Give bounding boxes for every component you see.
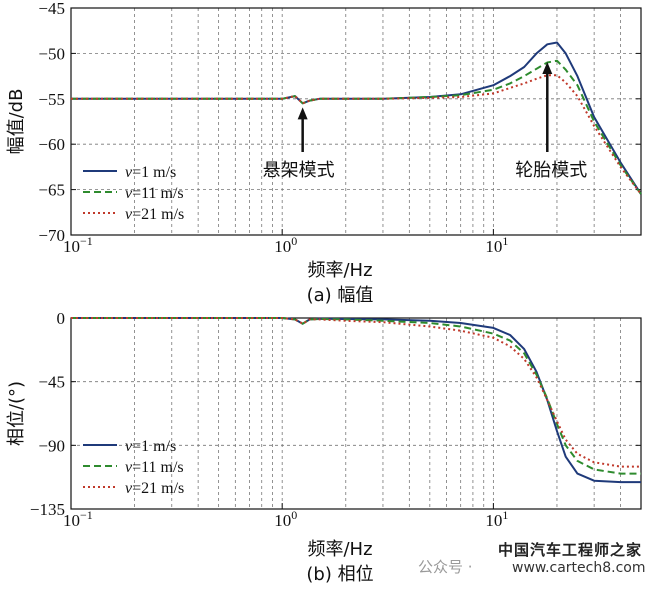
x-tick-label: 100 bbox=[274, 234, 297, 256]
watermark-url: www.cartech8.com bbox=[512, 560, 646, 576]
y-tick-label: −60 bbox=[38, 135, 65, 154]
legend-label: v=1 m/s bbox=[125, 164, 176, 181]
annotation-label: 悬架模式 bbox=[263, 160, 335, 181]
annotation-label: 轮胎模式 bbox=[515, 160, 587, 181]
watermark-brand: 中国汽车工程师之家 bbox=[498, 541, 643, 559]
panel-caption: (a) 幅值 bbox=[307, 285, 374, 306]
y-tick-label: −65 bbox=[38, 181, 65, 200]
series-line-1 bbox=[71, 41, 642, 195]
y-tick-label: −45 bbox=[38, 373, 65, 392]
legend-label: v=21 m/s bbox=[125, 206, 184, 223]
y-tick-label: 0 bbox=[57, 309, 66, 328]
x-tick-label: 101 bbox=[485, 508, 508, 530]
watermark-text: 公众号 · bbox=[418, 558, 473, 576]
y-axis-label: 幅值/dB bbox=[6, 89, 27, 155]
y-tick-label: −135 bbox=[30, 500, 65, 519]
series-line-1 bbox=[71, 317, 641, 484]
annotation-arrowhead bbox=[542, 61, 553, 74]
x-tick-label: 101 bbox=[485, 234, 508, 256]
x-axis-label: 频率/Hz bbox=[307, 539, 372, 560]
x-tick-label: 10−1 bbox=[63, 508, 93, 530]
x-tick-label: 100 bbox=[274, 508, 297, 530]
panel-caption: (b) 相位 bbox=[306, 564, 373, 585]
legend-label: v=1 m/s bbox=[125, 438, 176, 455]
annotation-arrowhead bbox=[297, 107, 308, 120]
series-line-2 bbox=[71, 59, 642, 195]
y-tick-label: −45 bbox=[38, 0, 65, 18]
x-axis-label: 频率/Hz bbox=[307, 260, 372, 281]
legend-label: v=21 m/s bbox=[125, 480, 184, 497]
series-line-2 bbox=[71, 317, 641, 475]
y-tick-label: −50 bbox=[38, 44, 65, 63]
plot-frame bbox=[70, 7, 642, 236]
legend-label: v=11 m/s bbox=[125, 185, 184, 202]
legend-label: v=11 m/s bbox=[125, 459, 184, 476]
y-tick-label: −90 bbox=[38, 436, 65, 455]
y-tick-label: −55 bbox=[38, 90, 65, 109]
y-axis-label: 相位/(°) bbox=[6, 381, 27, 446]
y-tick-label: −70 bbox=[38, 226, 65, 245]
x-tick-label: 10−1 bbox=[63, 234, 93, 256]
plot-frame bbox=[70, 317, 642, 510]
